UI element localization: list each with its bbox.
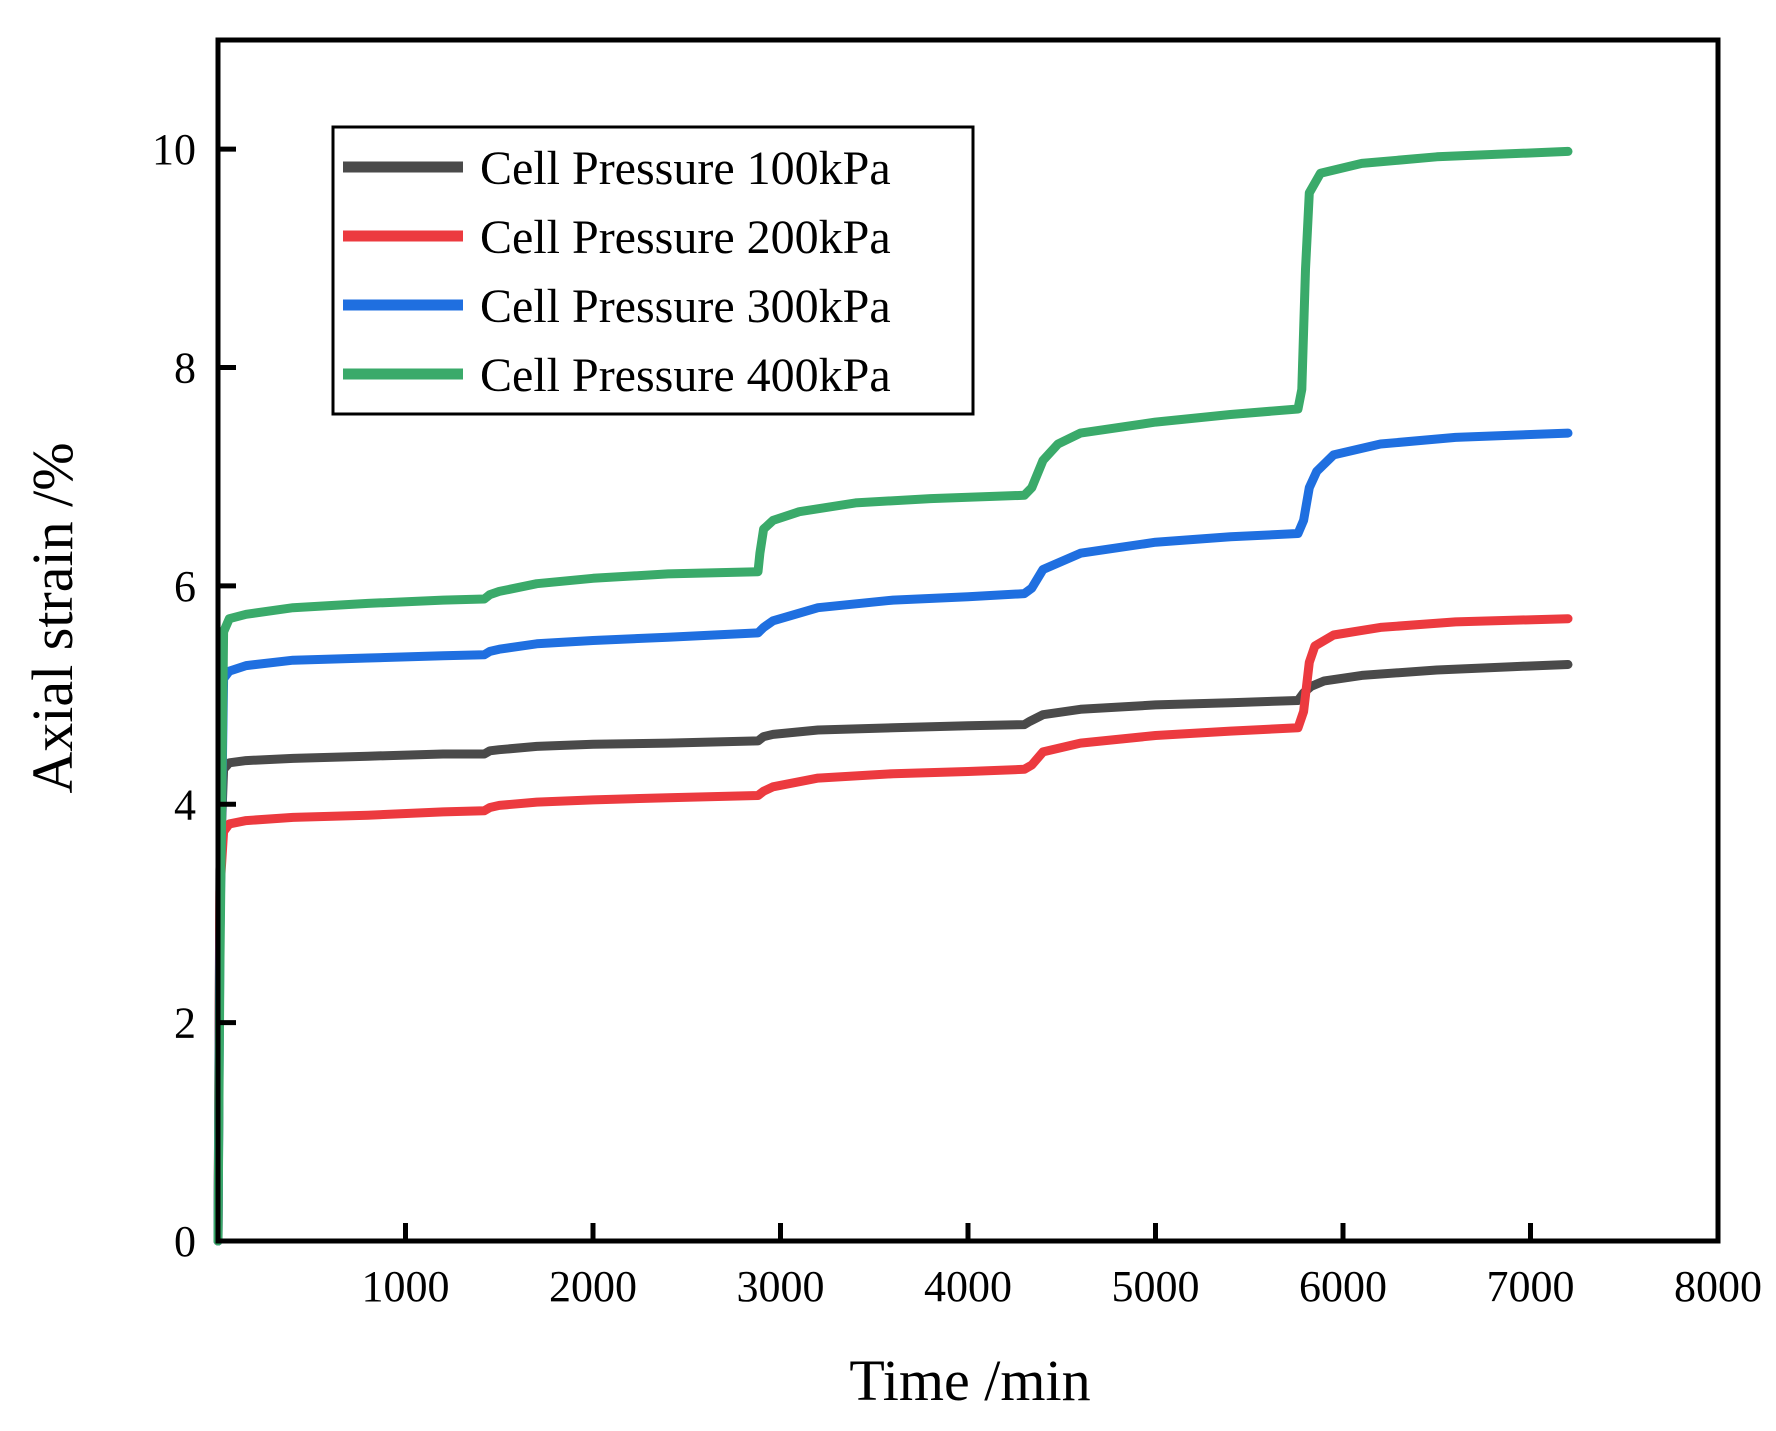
legend-label: Cell Pressure 100kPa — [480, 142, 891, 195]
series-layer — [213, 146, 1573, 1246]
y-axis-label: Axial strain /% — [20, 442, 85, 793]
x-tick-label: 5000 — [1112, 1262, 1200, 1311]
x-tick-label: 4000 — [924, 1262, 1012, 1311]
y-tick-label: 4 — [174, 780, 196, 829]
legend-label: Cell Pressure 400kPa — [480, 349, 891, 402]
y-tick-label: 0 — [174, 1217, 196, 1266]
x-tick-label: 2000 — [549, 1262, 637, 1311]
y-tick-label: 6 — [174, 562, 196, 611]
y-tick-label: 8 — [174, 344, 196, 393]
x-tick-label: 1000 — [362, 1262, 450, 1311]
x-tick-label: 6000 — [1299, 1262, 1387, 1311]
legend: Cell Pressure 100kPa Cell Pressure 200kPa… — [331, 125, 975, 416]
y-tick-label: 2 — [174, 999, 196, 1048]
legend-label: Cell Pressure 300kPa — [480, 280, 891, 333]
y-tick-label: 10 — [152, 125, 196, 174]
x-axis-label: Time /min — [849, 1348, 1090, 1413]
legend-label: Cell Pressure 200kPa — [480, 211, 891, 264]
series-line-3 — [213, 428, 1573, 1246]
x-tick-label: 7000 — [1487, 1262, 1575, 1311]
series-line-4 — [213, 146, 1573, 1246]
x-tick-label: 3000 — [737, 1262, 825, 1311]
axes-layer: 1000 2000 3000 4000 5000 6000 7000 8000 0 2 4 6 8 10 — [152, 37, 1762, 1311]
x-tick-label: 8000 — [1674, 1262, 1762, 1311]
series-line-2 — [213, 614, 1573, 1246]
legend-box — [331, 125, 975, 416]
